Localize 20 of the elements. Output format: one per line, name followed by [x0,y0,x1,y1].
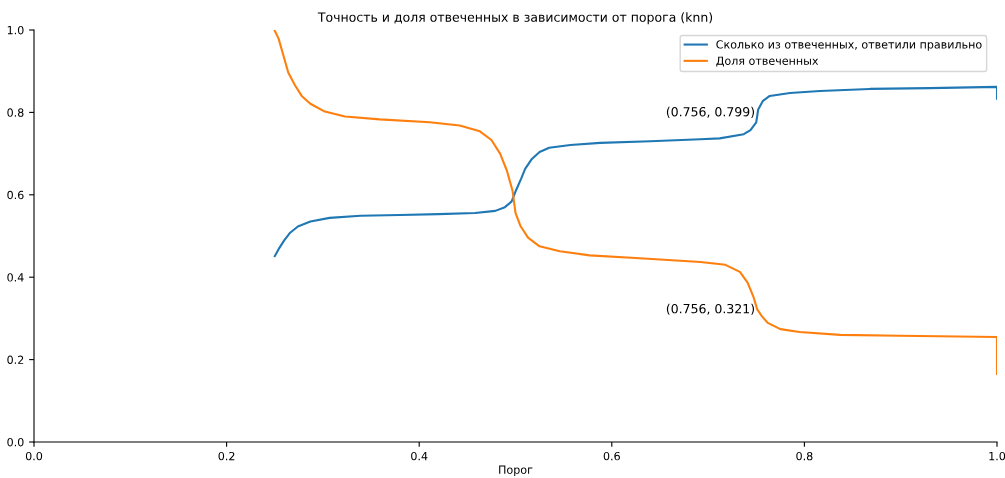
annotation: (0.756, 0.799) [666,106,755,118]
y-tick-label: 0.4 [7,273,24,282]
x-tick-label: 0.2 [218,451,235,461]
line-series [273,30,997,376]
line-series [273,85,997,258]
y-tick-label: 0.2 [7,355,24,364]
legend-label: Сколько из отвеченных, ответили правильно [716,40,982,51]
y-tick-label: 1.0 [7,25,24,35]
x-tick-label: 0.6 [603,451,620,461]
chart-title: Точность и доля отвеченных в зависимости от порога (knn) [317,12,713,25]
x-tick-label: 0.0 [25,451,43,461]
x-tick-label: 1.0 [989,451,1005,461]
y-tick-label: 0.0 [7,437,24,447]
legend-label: Доля отвеченных [716,56,819,67]
x-tick-label: 0.4 [411,451,428,461]
y-tick-label: 0.6 [7,190,24,200]
annotation: (0.756, 0.321) [666,303,755,315]
x-tick-label: 0.8 [796,451,813,461]
x-axis-title: Порог [499,465,533,477]
y-tick-label: 0.8 [7,108,24,117]
